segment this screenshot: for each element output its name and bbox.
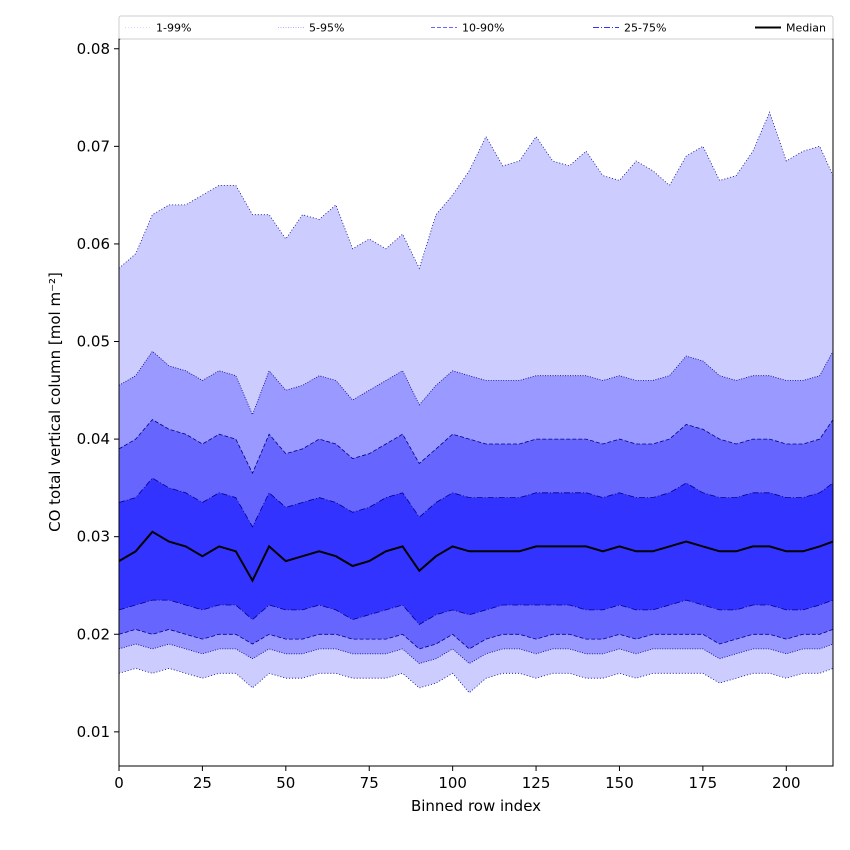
x-tick-label: 175 xyxy=(689,774,718,792)
y-tick-label: 0.02 xyxy=(77,625,110,643)
line-p75 xyxy=(118,477,834,528)
legend-label: Median xyxy=(786,22,826,35)
plot-area xyxy=(118,111,834,694)
y-axis: 0.01 0.02 0.03 0.04 0.05 0.06 0.07 0.08 xyxy=(77,40,119,741)
x-tick-label: 200 xyxy=(772,774,801,792)
x-axis: 0 25 50 75 100 125 150 175 200 xyxy=(114,766,801,792)
y-tick-label: 0.03 xyxy=(77,528,110,546)
median-line xyxy=(118,530,834,583)
y-tick-label: 0.07 xyxy=(77,137,110,155)
legend-label: 10-90% xyxy=(462,22,504,35)
legend-label: 25-75% xyxy=(624,22,666,35)
line-p25 xyxy=(118,599,834,626)
x-tick-label: 150 xyxy=(605,774,634,792)
legend: 1-99% 5-95% 10-90% 25-75% Median xyxy=(118,15,834,40)
x-axis-label: Binned row index xyxy=(411,797,541,815)
y-tick-label: 0.05 xyxy=(77,333,110,351)
y-tick-label: 0.08 xyxy=(77,40,110,58)
x-tick-label: 75 xyxy=(360,774,379,792)
legend-box xyxy=(118,15,834,40)
line-p99 xyxy=(118,111,834,270)
y-axis-label: CO total vertical column [mol m⁻²] xyxy=(46,272,64,532)
y-tick-label: 0.06 xyxy=(77,235,110,253)
line-p90 xyxy=(118,419,834,475)
x-tick-label: 25 xyxy=(193,774,212,792)
y-tick-label: 0.04 xyxy=(77,430,110,448)
x-tick-label: 0 xyxy=(114,774,124,792)
legend-label: 1-99% xyxy=(156,22,191,35)
y-tick-label: 0.01 xyxy=(77,723,110,741)
x-tick-label: 100 xyxy=(438,774,467,792)
x-tick-label: 125 xyxy=(522,774,551,792)
x-tick-label: 50 xyxy=(276,774,295,792)
line-p10 xyxy=(118,628,834,650)
legend-label: 5-95% xyxy=(309,22,344,35)
